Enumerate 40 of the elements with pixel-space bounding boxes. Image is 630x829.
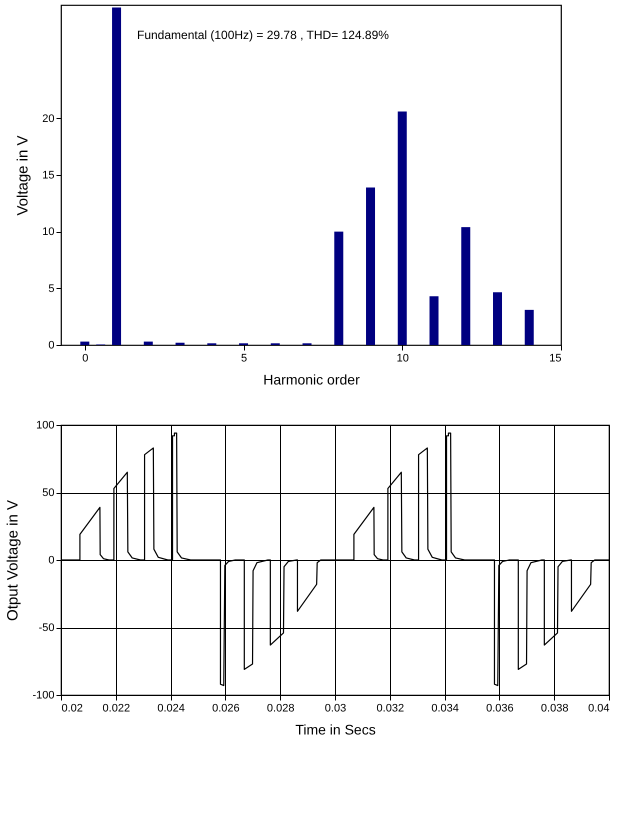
x-tick-label: 0.024	[157, 702, 185, 714]
x-tick-label: 0.036	[486, 702, 514, 714]
y-tick-label: -50	[38, 622, 54, 634]
x-axis-title: Harmonic order	[263, 372, 360, 388]
x-tick-label: 0.026	[212, 702, 240, 714]
y-tick-label: 0	[48, 340, 54, 352]
y-tick-label: -100	[32, 690, 54, 702]
y-tick-label: 100	[36, 420, 54, 432]
bar	[144, 342, 153, 345]
x-tick-label: 15	[549, 352, 562, 364]
x-tick-label: 0	[82, 352, 88, 364]
y-tick-label: 15	[42, 170, 54, 182]
bar	[524, 310, 534, 345]
y-axis-title: Otput Voltage in V	[4, 500, 22, 621]
x-tick-label: 10	[396, 352, 409, 364]
x-tick-label: 0.032	[376, 702, 404, 714]
bar	[112, 7, 122, 345]
bar	[461, 227, 470, 345]
bar	[493, 292, 502, 345]
bar	[398, 112, 407, 345]
y-tick-label: 50	[42, 487, 54, 499]
x-tick-label: 0.04	[588, 702, 610, 714]
y-tick-label: 20	[42, 112, 54, 125]
x-tick-label: 0.03	[324, 702, 346, 714]
bar	[334, 232, 344, 345]
x-tick-label: 5	[240, 352, 248, 364]
x-axis-title: Time in Secs	[295, 722, 376, 738]
x-tick-label: 0.028	[266, 702, 294, 714]
bar	[430, 296, 439, 345]
y-tick-label: 5	[48, 282, 54, 295]
y-tick-label: 0	[48, 554, 54, 566]
y-tick-label: 10	[42, 226, 54, 238]
bar	[80, 342, 90, 345]
bar	[366, 187, 376, 345]
x-tick-label: 0.034	[431, 702, 459, 714]
x-tick-label: 0.022	[102, 702, 130, 714]
x-tick-label: 0.038	[540, 702, 568, 714]
annotation: Fundamental (100Hz) = 29.78 , THD= 124.89%	[137, 28, 390, 42]
y-axis-title: Voltage in V	[14, 135, 32, 216]
x-tick-label: 0.02	[62, 702, 83, 714]
